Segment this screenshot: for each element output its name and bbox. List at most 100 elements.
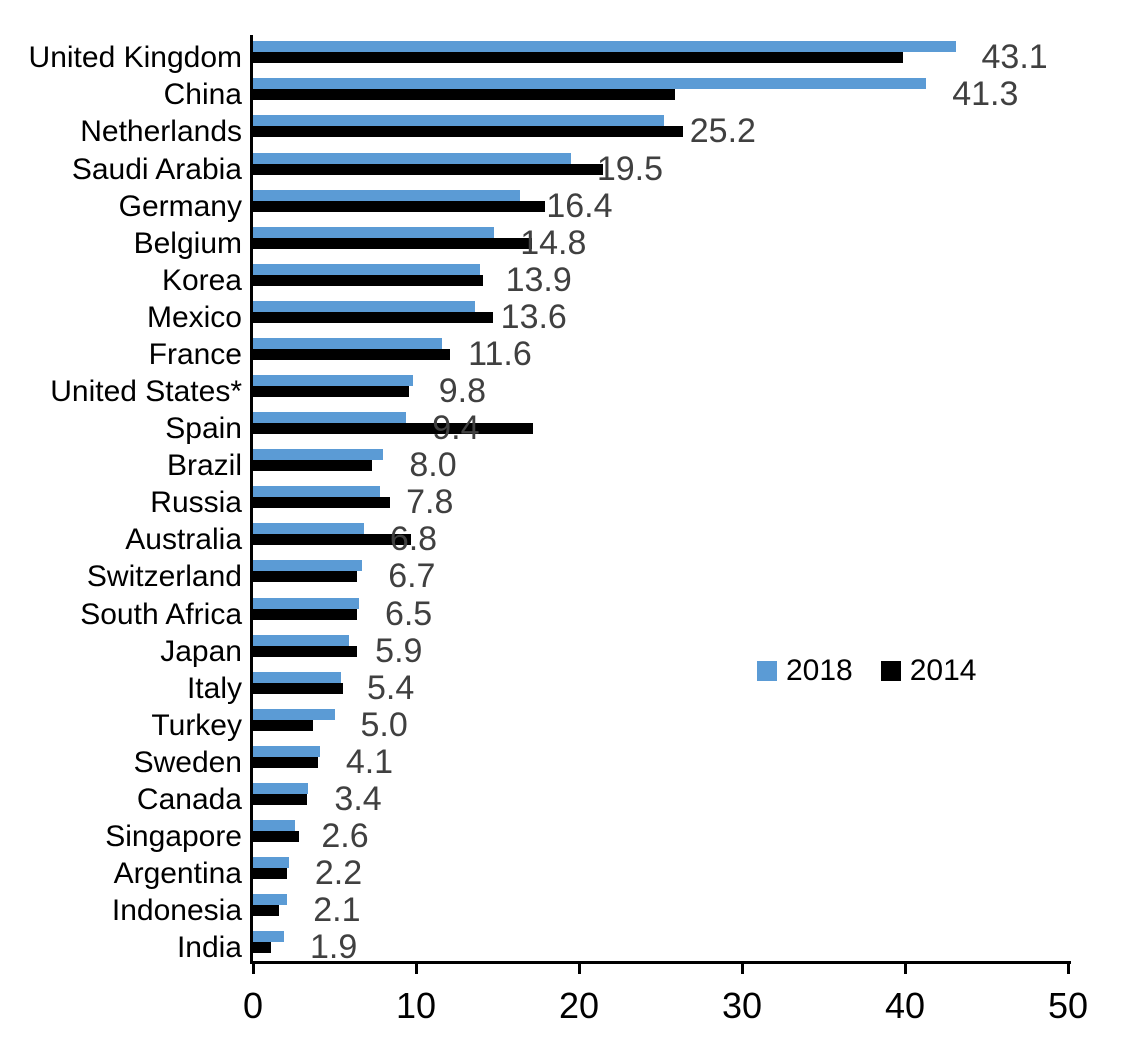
bar-2018-united-states: [253, 375, 413, 387]
bar-2018-switzerland: [253, 560, 363, 572]
category-label-france: France: [148, 337, 242, 371]
bar-2018-canada: [253, 782, 309, 794]
category-label-united-kingdom: United Kingdom: [28, 41, 242, 75]
bar-2014-japan: [253, 645, 358, 657]
value-label-australia: 6.8: [389, 520, 438, 559]
value-label-switzerland: 6.7: [388, 557, 436, 596]
legend-label-2014: 2014: [909, 654, 977, 687]
value-label-russia: 7.8: [406, 483, 454, 522]
bar-2018-india: [253, 931, 284, 943]
bar-2014-russia: [253, 497, 390, 509]
category-label-indonesia: Indonesia: [111, 894, 242, 928]
category-label-saudi-arabia: Saudi Arabia: [71, 152, 242, 186]
value-label-mexico: 13.6: [500, 297, 567, 336]
bar-2014-indonesia: [253, 905, 280, 917]
category-label-australia: Australia: [125, 523, 242, 557]
x-tick-50: [1066, 961, 1070, 974]
bar-2014-germany: [253, 200, 545, 212]
value-label-united-states: 9.8: [438, 372, 486, 411]
bar-2014-sweden: [253, 756, 319, 768]
bar-2014-argentina: [253, 868, 288, 880]
x-tick-20: [577, 961, 581, 974]
bar-2018-china: [253, 78, 927, 90]
bar-2018-spain: [253, 412, 407, 424]
category-label-switzerland: Switzerland: [86, 560, 242, 594]
value-label-germany: 16.4: [546, 186, 613, 225]
bar-2014-saudi-arabia: [253, 163, 604, 175]
legend-swatch-2014-icon: [880, 661, 901, 681]
bar-2014-united-kingdom: [253, 52, 904, 64]
x-tick-label-10: 10: [395, 985, 437, 1026]
x-tick-label-0: 0: [242, 985, 264, 1026]
bar-2018-netherlands: [253, 115, 664, 127]
y-axis-line: [250, 35, 253, 964]
value-label-italy: 5.4: [367, 668, 415, 707]
category-label-south-africa: South Africa: [80, 597, 242, 631]
bar-2018-korea: [253, 263, 480, 275]
bar-2014-switzerland: [253, 571, 358, 583]
category-label-belgium: Belgium: [133, 226, 242, 260]
value-label-indonesia: 2.1: [313, 891, 361, 930]
value-label-japan: 5.9: [375, 631, 423, 670]
bar-2014-france: [253, 348, 451, 360]
category-label-india: India: [176, 931, 242, 965]
bar-2014-italy: [253, 682, 343, 694]
x-tick-0: [251, 961, 255, 974]
bar-2014-spain: [253, 423, 534, 435]
legend-item-2018: 2018: [757, 654, 853, 688]
x-tick-10: [414, 961, 418, 974]
bar-2014-mexico: [253, 311, 493, 323]
bar-2018-sweden: [253, 745, 320, 757]
category-label-japan: Japan: [160, 634, 242, 668]
bar-2018-indonesia: [253, 894, 288, 906]
category-label-germany: Germany: [118, 189, 242, 223]
bar-2014-singapore: [253, 830, 299, 842]
legend-label-2018: 2018: [786, 654, 853, 687]
x-axis-line: [250, 961, 1071, 964]
bar-2018-united-kingdom: [253, 41, 956, 53]
value-label-spain: 9.4: [432, 409, 480, 448]
bar-2014-korea: [253, 274, 483, 286]
category-label-mexico: Mexico: [146, 300, 242, 334]
value-label-argentina: 2.2: [314, 854, 363, 893]
bar-2018-singapore: [253, 819, 296, 831]
bar-2014-turkey: [253, 719, 314, 731]
bar-2018-japan: [253, 634, 350, 646]
value-label-sweden: 4.1: [345, 742, 394, 781]
value-label-south-africa: 6.5: [384, 594, 433, 633]
legend-swatch-2018-icon: [757, 661, 777, 681]
bar-2018-italy: [253, 671, 342, 683]
value-label-india: 1.9: [309, 928, 358, 967]
category-label-italy: Italy: [186, 671, 242, 705]
bar-2018-turkey: [253, 708, 335, 720]
category-label-sweden: Sweden: [133, 745, 242, 779]
category-label-spain: Spain: [165, 412, 242, 446]
x-tick-40: [903, 961, 907, 974]
value-label-turkey: 5.0: [360, 705, 408, 744]
x-tick-label-40: 40: [884, 985, 926, 1026]
bar-2018-australia: [253, 523, 364, 535]
bar-2014-belgium: [253, 237, 532, 249]
category-label-turkey: Turkey: [151, 708, 242, 742]
bar-2014-china: [253, 89, 676, 101]
bar-2014-brazil: [253, 460, 372, 472]
legend: 2018 2014: [757, 654, 977, 688]
bar-2018-belgium: [253, 226, 495, 238]
value-label-belgium: 14.8: [520, 223, 587, 262]
bar-2018-saudi-arabia: [253, 152, 571, 164]
value-label-saudi-arabia: 19.5: [596, 149, 664, 188]
category-label-russia: Russia: [150, 486, 242, 520]
bar-2014-south-africa: [253, 608, 358, 620]
category-label-singapore: Singapore: [105, 819, 242, 853]
bar-2018-mexico: [253, 300, 475, 312]
x-tick-label-50: 50: [1047, 985, 1089, 1026]
bar-2018-south-africa: [253, 597, 359, 609]
bar-2014-canada: [253, 793, 307, 805]
category-label-korea: Korea: [161, 263, 242, 297]
bar-2018-argentina: [253, 857, 289, 869]
bar-2018-germany: [253, 189, 521, 201]
legend-item-2014: 2014: [880, 654, 977, 688]
category-label-netherlands: Netherlands: [80, 115, 242, 149]
category-label-united-states: United States*: [50, 375, 242, 409]
